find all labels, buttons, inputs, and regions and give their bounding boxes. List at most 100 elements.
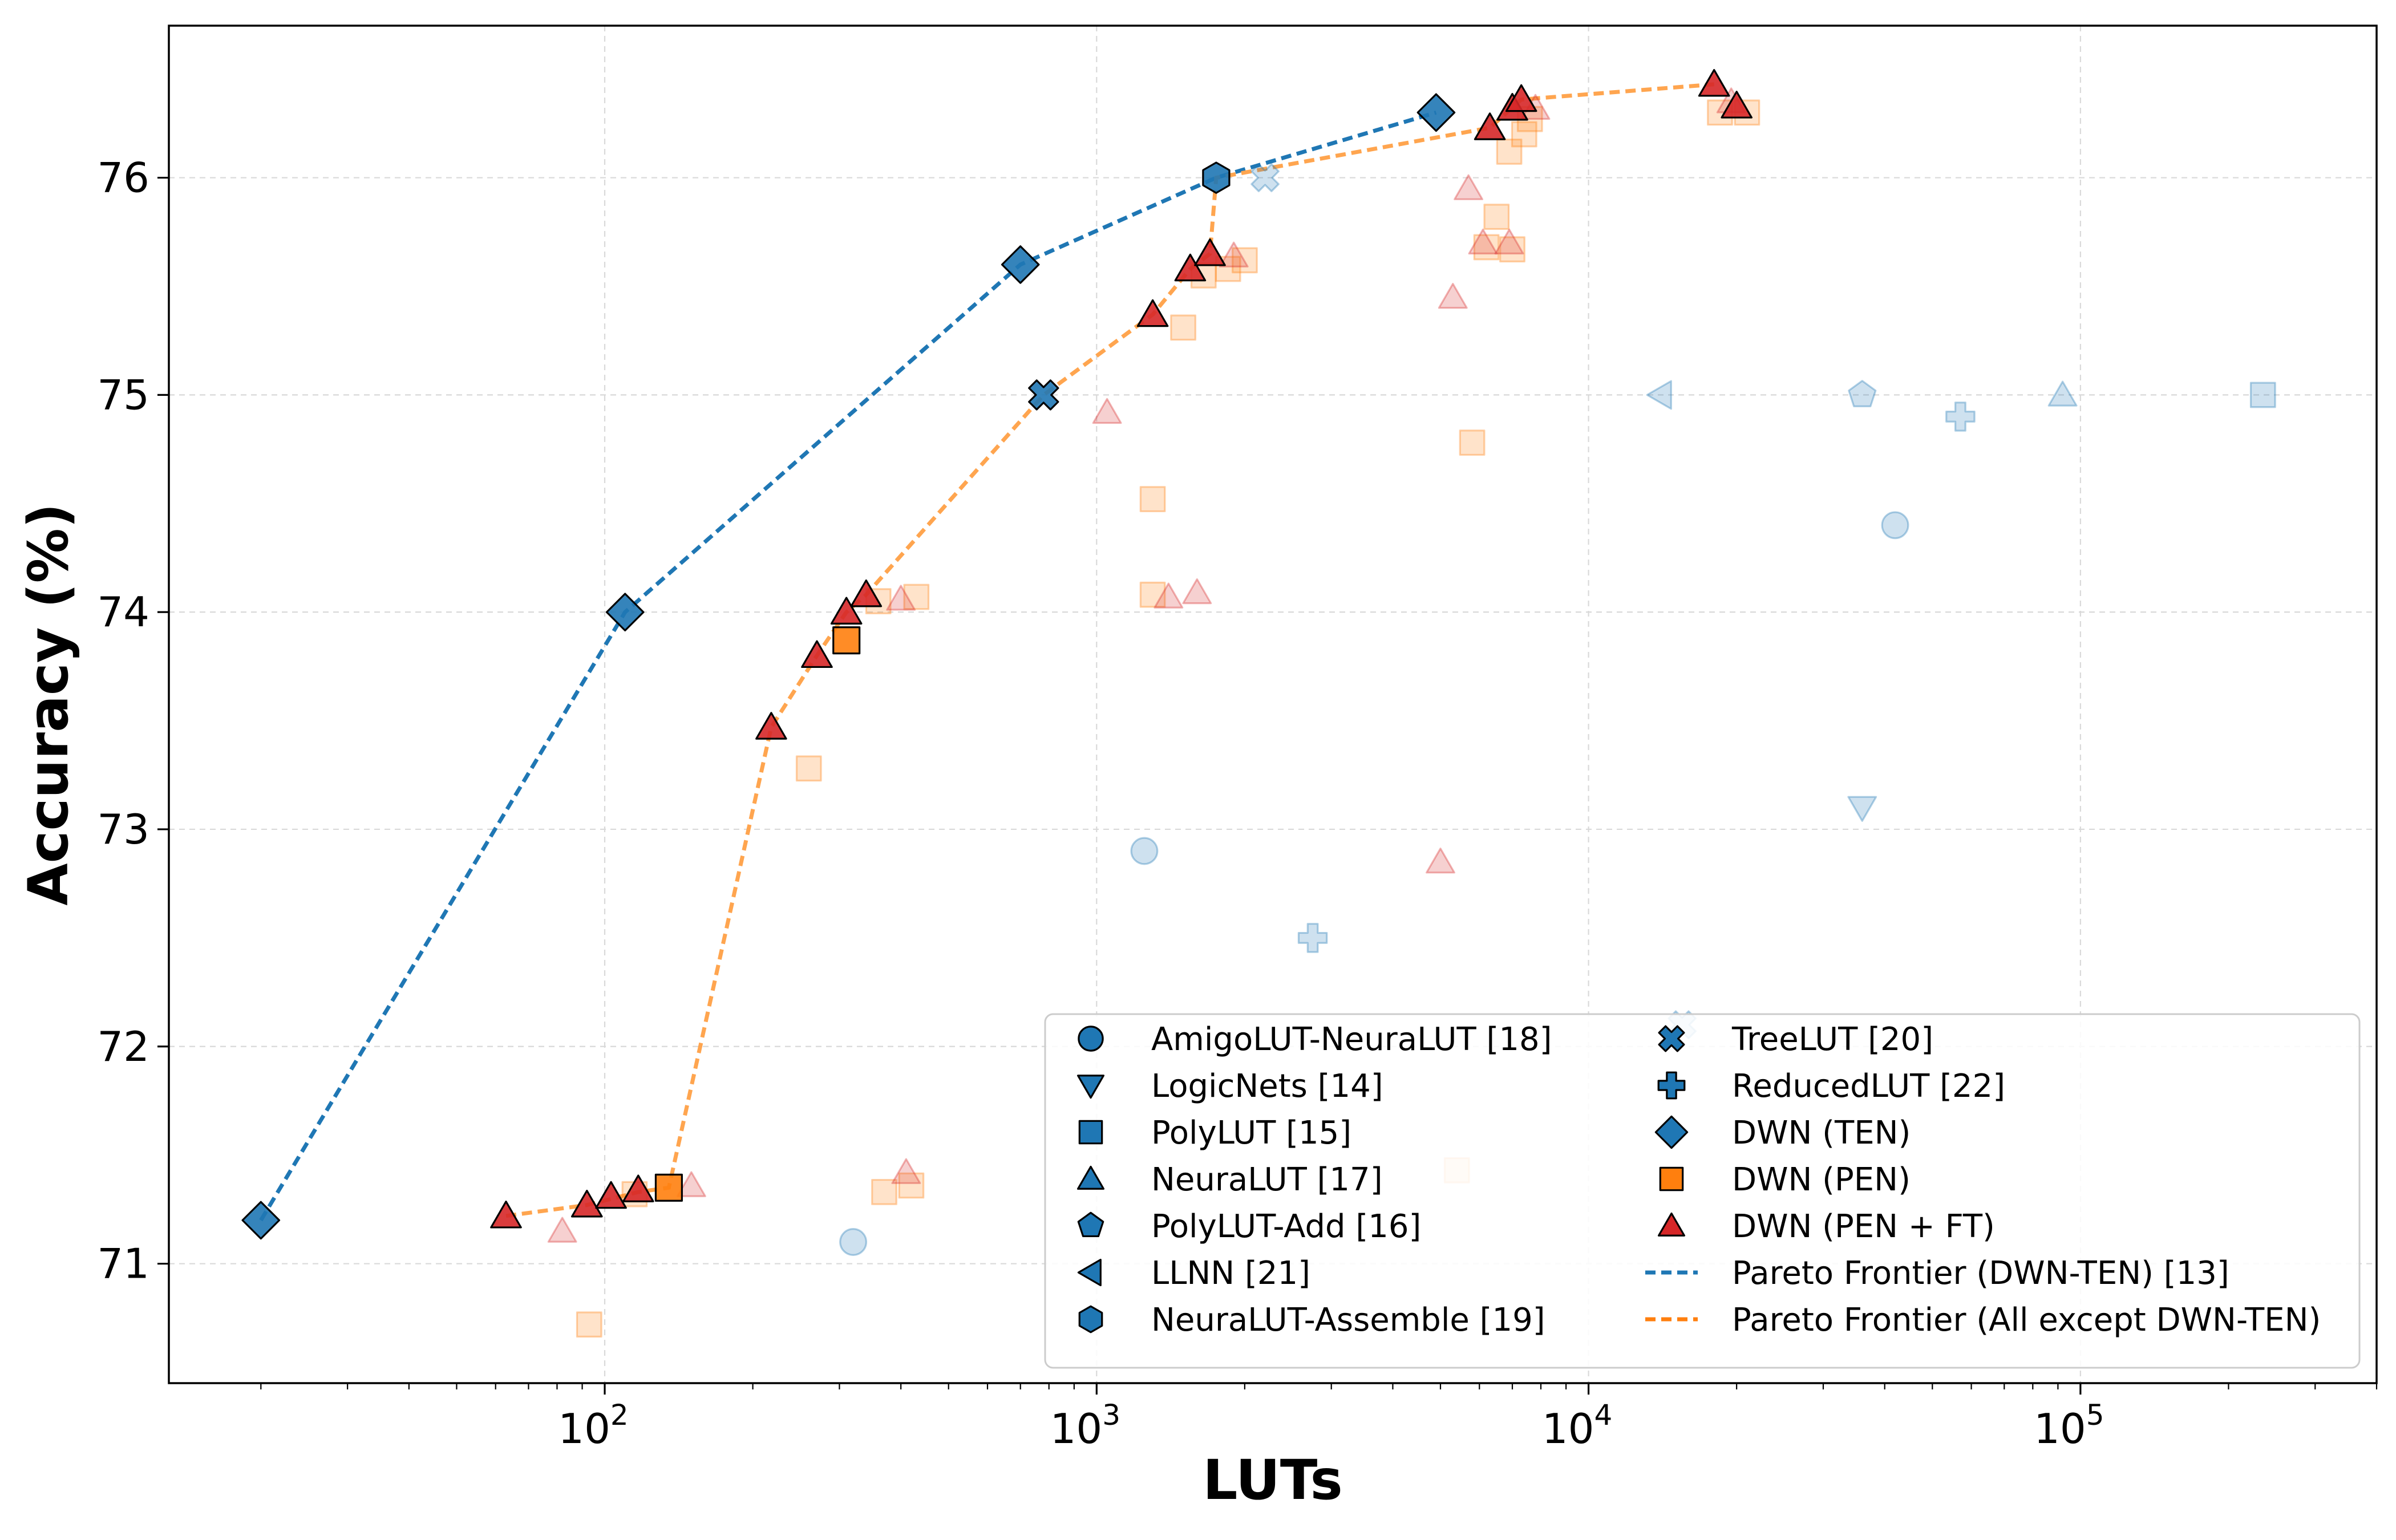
point-shape [490,1201,522,1229]
point [755,712,787,740]
legend-marker [1654,1115,1689,1149]
point-faded-shape [676,1171,706,1197]
minor-ticks [260,1383,2378,1389]
x-tick-label-100000: 105 [2034,1399,2104,1453]
legend-marker-shape [1078,1120,1103,1145]
point-faded-shape [1250,163,1280,192]
point-faded [871,1178,897,1205]
point-faded [1297,923,1328,953]
legend-marker [1657,1212,1686,1237]
point-shape [605,593,645,631]
point-shape [1416,93,1456,132]
point [1174,253,1207,282]
point-faded-shape [1092,398,1122,424]
y-tick-label-74: 74 [97,588,149,636]
point [1001,245,1040,284]
x-axis-title: LUTs [1203,1448,1343,1512]
x-tick-base: 10 [1542,1405,1594,1453]
point-faded [676,1171,706,1197]
point-faded [1847,796,1877,822]
point-shape [850,579,883,607]
legend-marker-shape [1658,1025,1685,1052]
point-faded [1646,380,1672,410]
point-faded-shape [1945,402,1976,432]
legend-marker-shape [1078,1305,1103,1334]
point-faded [891,1158,921,1184]
point-shape [1721,91,1753,119]
point-faded-shape [1231,247,1258,274]
point-shape [1194,238,1226,266]
point-faded-shape [1511,121,1537,148]
point [1194,238,1226,266]
x-tick-base: 10 [558,1405,610,1453]
point-faded-shape [1473,234,1500,261]
legend-label: PolyLUT [15] [1151,1115,1351,1152]
legend-marker [1078,1305,1103,1334]
point-faded [2047,380,2078,407]
point-faded-shape [1139,486,1166,513]
legend-marker [1657,1071,1686,1100]
point-faded [1139,581,1166,608]
x-tick-label-1000: 103 [1050,1399,1120,1453]
point-faded [1468,228,1498,255]
legend-marker [1076,1075,1105,1099]
point-shape [755,712,787,740]
point [1474,112,1506,140]
point [490,1201,522,1229]
legend-marker [1077,1211,1104,1238]
legend-label: LogicNets [14] [1151,1068,1383,1105]
point-faded-shape [2249,382,2276,408]
point-faded-shape [898,1172,925,1199]
point-shape [571,1189,603,1218]
point [801,640,833,668]
plot-frame [168,25,2378,1384]
point [1721,91,1753,119]
x-tick-base: 10 [1050,1405,1103,1453]
point-faded [1473,234,1500,261]
legend-marker-shape [1076,1075,1105,1099]
legend-box [1044,1013,2361,1369]
point [1505,84,1537,112]
point-faded-shape [1154,582,1184,609]
x-tick-exponent: 3 [1102,1399,1120,1432]
point [1698,69,1730,97]
point-faded-shape [1499,236,1525,263]
point-faded [1459,429,1486,456]
point-shape [241,1201,281,1240]
legend-label: PolyLUT-Add [16] [1151,1208,1421,1245]
point-faded [1848,380,1877,407]
point-faded [1496,138,1523,165]
point-shape [1505,84,1537,112]
point-shape [1174,253,1207,282]
point-shape [1474,112,1506,140]
point-faded [886,585,916,611]
point-faded-shape [1483,204,1510,230]
legend-label: DWN (PEN + FT) [1732,1208,1995,1245]
point-faded-shape [839,1228,868,1256]
legend-label: Pareto Frontier (DWN-TEN) [13] [1732,1255,2229,1292]
legend-marker [1078,1026,1104,1052]
legend-marker-shape [1654,1115,1689,1149]
point [595,1181,627,1209]
point-shape [654,1173,683,1202]
point-faded [1438,282,1468,309]
point-faded-shape [1438,282,1468,309]
x-tick-exponent: 2 [610,1399,629,1432]
legend-label: LLNN [21] [1151,1255,1310,1292]
point [654,1173,683,1202]
point [1028,379,1059,411]
point-faded-shape [547,1217,577,1243]
point [830,597,863,625]
legend-marker-shape [1077,1211,1104,1238]
point-shape [801,640,833,668]
point-faded-shape [1182,578,1212,605]
point-faded [898,1172,925,1199]
pareto-frontier-line-2 [505,82,1714,1218]
point-faded [1454,174,1484,200]
point-faded-shape [795,755,822,782]
legend-marker-shape [1657,1212,1686,1237]
point [1136,299,1169,327]
point-faded-shape [903,583,930,610]
x-tick-base: 10 [2034,1405,2086,1453]
legend-marker [1659,1166,1684,1192]
